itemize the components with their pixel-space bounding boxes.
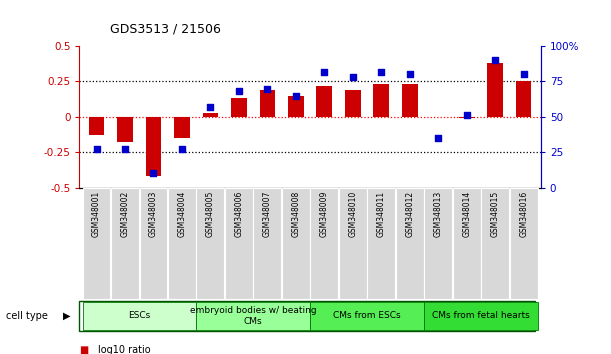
Text: GSM348004: GSM348004 (177, 191, 186, 237)
Text: GSM348007: GSM348007 (263, 191, 272, 237)
Text: cell type: cell type (6, 311, 48, 321)
Bar (396, 188, 423, 299)
Bar (82, 188, 111, 299)
Point (376, 69, 386, 74)
Bar (339, 188, 367, 299)
Bar (145, 117, 161, 176)
Point (120, 147, 130, 152)
Text: ■: ■ (79, 346, 89, 354)
Text: CMs from fetal hearts: CMs from fetal hearts (432, 312, 530, 320)
Bar (139, 188, 167, 299)
Bar (254, 188, 281, 299)
Text: GSM348014: GSM348014 (462, 191, 471, 237)
Bar (89, 117, 104, 135)
Point (433, 135, 443, 141)
Bar (459, 117, 475, 118)
Point (519, 72, 529, 77)
Point (291, 93, 301, 98)
Bar (367, 188, 395, 299)
Bar (453, 188, 481, 299)
Bar (310, 302, 423, 330)
Point (263, 86, 273, 91)
Bar (288, 96, 304, 117)
Text: ▶: ▶ (63, 311, 70, 321)
Text: GSM348016: GSM348016 (519, 191, 528, 237)
Text: GSM348001: GSM348001 (92, 191, 101, 237)
Bar (111, 188, 139, 299)
Bar (203, 113, 218, 117)
Point (92, 147, 101, 152)
Point (405, 72, 415, 77)
Bar (260, 90, 275, 117)
Bar (225, 188, 253, 299)
Bar (117, 117, 133, 142)
Text: GSM348003: GSM348003 (149, 191, 158, 237)
Point (348, 74, 357, 80)
Bar (402, 84, 417, 117)
Text: GSM348005: GSM348005 (206, 191, 215, 237)
Bar (231, 98, 247, 117)
Bar (316, 86, 332, 117)
Text: GSM348013: GSM348013 (434, 191, 443, 237)
Bar (488, 63, 503, 117)
Bar (373, 84, 389, 117)
Text: ESCs: ESCs (128, 312, 150, 320)
Point (462, 113, 472, 118)
Bar (168, 188, 196, 299)
Text: GSM348015: GSM348015 (491, 191, 500, 237)
Point (320, 69, 329, 74)
Bar (481, 188, 509, 299)
Text: GSM348012: GSM348012 (405, 191, 414, 237)
Bar (310, 188, 338, 299)
Bar (424, 302, 538, 330)
Point (205, 104, 215, 110)
Text: GSM348008: GSM348008 (291, 191, 301, 237)
Bar (174, 117, 190, 138)
Point (177, 147, 187, 152)
Bar (516, 81, 532, 117)
Point (148, 171, 158, 176)
Text: log10 ratio: log10 ratio (98, 346, 150, 354)
Text: embryoid bodies w/ beating
CMs: embryoid bodies w/ beating CMs (190, 306, 316, 326)
Text: GSM348006: GSM348006 (235, 191, 243, 237)
Bar (82, 302, 196, 330)
Bar (197, 188, 224, 299)
Text: GDS3513 / 21506: GDS3513 / 21506 (110, 22, 221, 35)
Text: GSM348010: GSM348010 (348, 191, 357, 237)
Point (490, 57, 500, 63)
Bar (424, 188, 452, 299)
Bar (510, 188, 538, 299)
Bar (345, 90, 360, 117)
Point (234, 88, 244, 94)
Text: CMs from ESCs: CMs from ESCs (333, 312, 401, 320)
Text: GSM348002: GSM348002 (120, 191, 130, 237)
Bar (282, 188, 310, 299)
Text: GSM348009: GSM348009 (320, 191, 329, 237)
Bar (197, 302, 310, 330)
Text: GSM348011: GSM348011 (377, 191, 386, 237)
